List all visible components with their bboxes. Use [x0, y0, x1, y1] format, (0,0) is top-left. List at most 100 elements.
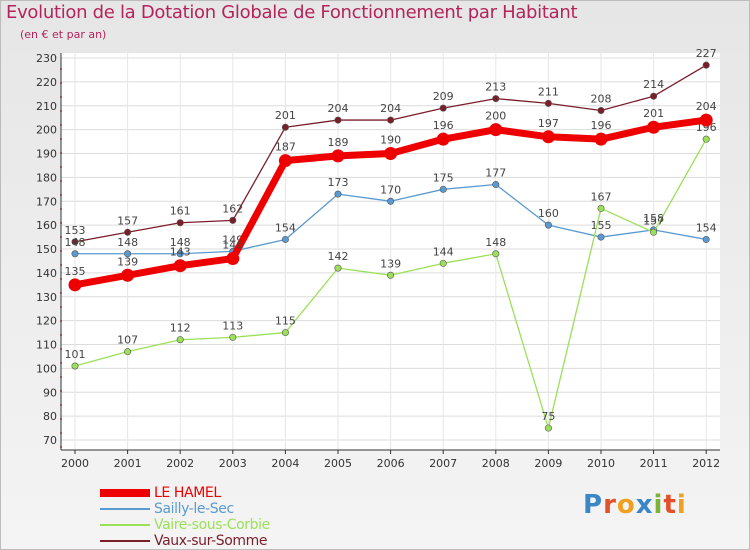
logo-letter: t	[663, 490, 677, 520]
data-label: 213	[485, 81, 506, 94]
legend-label: Vaux-sur-Somme	[154, 533, 268, 549]
data-label: 158	[643, 212, 664, 225]
data-point	[71, 362, 79, 370]
data-point	[489, 123, 503, 137]
data-label: 162	[222, 202, 243, 215]
y-tick-label: 210	[36, 100, 57, 113]
data-point	[387, 197, 395, 205]
x-tick-label: 2004	[271, 457, 299, 470]
data-label: 196	[433, 119, 454, 132]
x-tick-label: 2009	[534, 457, 562, 470]
data-point	[387, 271, 395, 279]
y-tick-label: 120	[36, 315, 57, 328]
data-label: 144	[433, 245, 454, 258]
data-label: 142	[328, 250, 349, 263]
y-tick-label: 180	[36, 171, 57, 184]
logo-letter: P	[583, 490, 604, 520]
x-tick-label: 2002	[166, 457, 194, 470]
data-point	[492, 181, 500, 189]
data-label: 201	[275, 109, 296, 122]
data-label: 154	[696, 221, 717, 234]
data-label: 107	[117, 334, 138, 347]
data-point	[436, 132, 450, 146]
data-label: 153	[65, 224, 86, 237]
data-label: 148	[65, 236, 86, 249]
data-label: 135	[65, 265, 86, 278]
data-point	[492, 250, 500, 258]
data-label: 155	[591, 219, 612, 232]
data-point	[176, 250, 184, 258]
data-label: 170	[380, 183, 401, 196]
legend-label: Sailly-le-Sec	[154, 501, 234, 517]
data-point	[702, 135, 710, 143]
data-label: 211	[538, 85, 559, 98]
data-label: 189	[328, 136, 349, 149]
data-point	[124, 348, 132, 356]
data-label: 204	[328, 102, 349, 115]
data-label: 75	[541, 410, 555, 423]
data-point	[544, 424, 552, 432]
y-tick-label: 200	[36, 124, 57, 137]
data-point	[68, 278, 82, 292]
data-label: 139	[117, 255, 138, 268]
legend-swatch	[100, 489, 150, 497]
data-point	[594, 132, 608, 146]
proxiti-logo: Proxiti	[583, 490, 687, 520]
y-tick-label: 220	[36, 76, 57, 89]
y-tick-label: 160	[36, 219, 57, 232]
legend-swatch	[100, 508, 150, 510]
data-point	[439, 104, 447, 112]
data-point	[229, 333, 237, 341]
chart-title: Evolution de la Dotation Globale de Fonc…	[6, 2, 578, 23]
data-point	[173, 259, 187, 273]
y-tick-label: 230	[36, 52, 57, 65]
data-label: 161	[170, 205, 191, 218]
data-label: 214	[643, 78, 664, 91]
data-label: 227	[696, 47, 717, 60]
y-tick-label: 100	[36, 362, 57, 375]
data-label: 157	[643, 214, 664, 227]
data-point	[650, 228, 658, 236]
y-tick-label: 80	[43, 410, 57, 423]
legend-swatch	[100, 540, 150, 542]
data-label: 148	[170, 236, 191, 249]
data-point	[71, 238, 79, 246]
data-point	[492, 95, 500, 103]
y-tick-label: 110	[36, 339, 57, 352]
data-label: 146	[222, 239, 243, 252]
data-label: 197	[538, 117, 559, 130]
data-point	[71, 250, 79, 258]
data-label: 196	[696, 121, 717, 134]
x-tick-label: 2010	[587, 457, 615, 470]
data-point	[226, 252, 240, 266]
data-label: 139	[380, 257, 401, 270]
data-point	[281, 329, 289, 337]
x-tick-label: 2001	[114, 457, 142, 470]
data-point	[334, 264, 342, 272]
chart-subtitle: (en € et par an)	[20, 28, 107, 41]
data-point	[229, 216, 237, 224]
data-point	[121, 268, 135, 282]
data-label: 209	[433, 90, 454, 103]
x-tick-label: 2011	[640, 457, 668, 470]
data-label: 201	[643, 107, 664, 120]
data-label: 208	[591, 93, 612, 106]
y-tick-label: 130	[36, 291, 57, 304]
data-label: 101	[65, 348, 86, 361]
data-point	[544, 221, 552, 229]
x-tick-label: 2005	[324, 457, 352, 470]
x-tick-label: 2008	[482, 457, 510, 470]
data-point	[278, 154, 292, 168]
data-label: 115	[275, 315, 296, 328]
data-label: 177	[485, 167, 506, 180]
data-point	[334, 190, 342, 198]
data-point	[124, 228, 132, 236]
data-point	[597, 233, 605, 241]
data-label: 167	[591, 190, 612, 203]
logo-letter: o	[616, 490, 636, 520]
data-point	[124, 250, 132, 258]
data-point	[331, 149, 345, 163]
data-point	[384, 147, 398, 160]
data-point	[439, 185, 447, 193]
